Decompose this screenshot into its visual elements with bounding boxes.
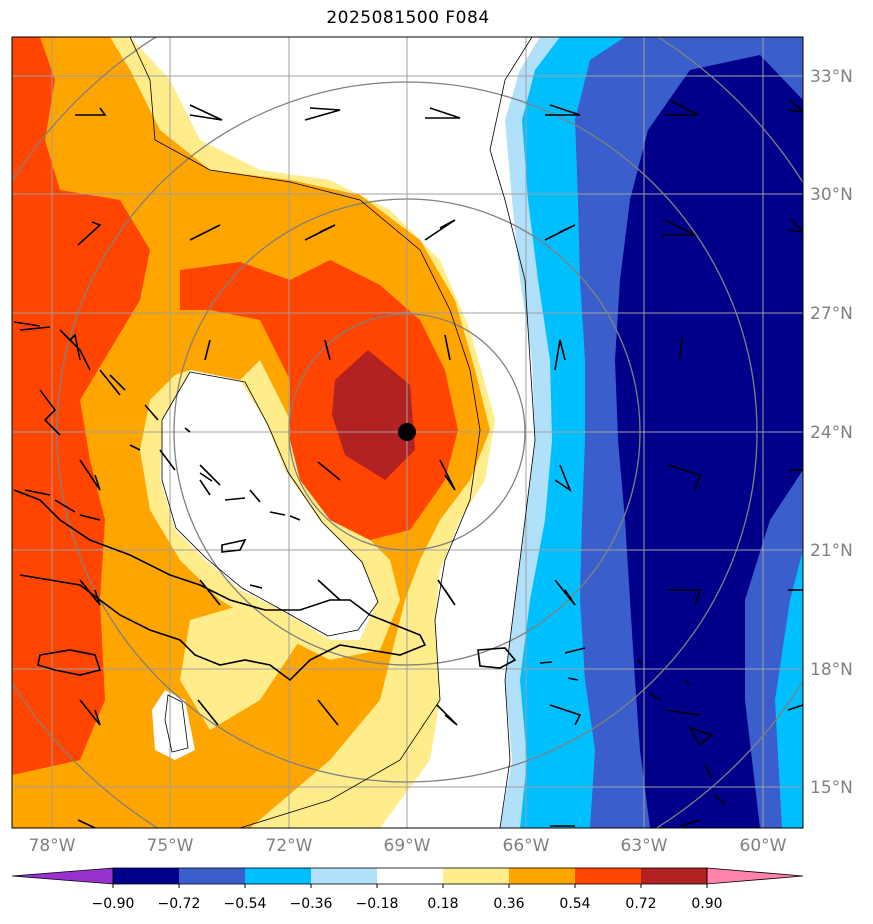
yellow-south-band xyxy=(180,600,300,730)
lat-label: 27°N xyxy=(810,304,853,324)
lat-label: 21°N xyxy=(810,541,853,561)
contour-lines xyxy=(129,37,536,828)
lon-label: 69°W xyxy=(384,836,431,856)
colorbar-tick-label: −0.90 xyxy=(92,896,135,912)
lat-label: 24°N xyxy=(810,423,853,443)
lat-labels: 33°N 30°N 27°N 24°N 21°N 18°N 15°N xyxy=(810,67,853,798)
colorbar-tick-label: 0.72 xyxy=(625,896,656,912)
colorbar-segment xyxy=(575,868,641,884)
red-orange-west xyxy=(12,37,150,775)
lon-label: 60°W xyxy=(740,836,787,856)
colorbar-tick-label: −0.54 xyxy=(224,896,267,912)
white-south-patch xyxy=(152,690,195,760)
colorbar-tick-label: 0.54 xyxy=(559,896,590,912)
wind-barbs xyxy=(69,99,803,828)
colorbar-tick-label: 0.36 xyxy=(493,896,524,912)
colorbar-frame xyxy=(112,867,708,885)
navy-band xyxy=(615,55,803,828)
lon-label: 72°W xyxy=(266,836,313,856)
colorbar-segment xyxy=(179,868,245,884)
colorbar-tick-label: −0.72 xyxy=(158,896,201,912)
colorbar-tick-label: 0.90 xyxy=(691,896,722,912)
colorbar-segment xyxy=(245,868,311,884)
graticule xyxy=(12,37,803,828)
firebrick-core xyxy=(332,350,415,480)
colorbar-tick-label: 0.18 xyxy=(427,896,458,912)
coastlines xyxy=(13,321,726,806)
colorbar-tick-label: −0.18 xyxy=(356,896,399,912)
colorbar-segment xyxy=(443,868,509,884)
colorbar-segment xyxy=(377,868,443,884)
cyan-lobe-east xyxy=(775,550,803,828)
map-frame xyxy=(11,36,804,829)
lon-label: 66°W xyxy=(503,836,550,856)
map-area xyxy=(12,37,803,828)
colorbar-extend-low xyxy=(11,867,114,885)
lat-label: 30°N xyxy=(810,185,853,205)
colorbar-extend-high xyxy=(706,867,804,885)
lon-label: 75°W xyxy=(147,836,194,856)
colorbar: −0.90 −0.72 −0.54 −0.36 −0.18 0.18 0.36 0.54 0.7… xyxy=(11,867,804,912)
storm-center-marker xyxy=(398,423,416,441)
map-title: 2025081500 F084 xyxy=(326,8,490,28)
lon-label: 78°W xyxy=(29,836,76,856)
colorbar-segment xyxy=(311,868,377,884)
colorbar-segment xyxy=(509,868,575,884)
lat-label: 33°N xyxy=(810,67,853,87)
lon-label: 63°W xyxy=(621,836,668,856)
colorbar-segment xyxy=(113,868,179,884)
white-inner-region xyxy=(160,370,378,640)
colorbar-tick-label: −0.36 xyxy=(290,896,333,912)
colorbar-segment xyxy=(641,868,707,884)
range-rings xyxy=(12,37,803,828)
lat-label: 15°N xyxy=(810,778,853,798)
lat-label: 18°N xyxy=(810,660,853,680)
lon-labels: 78°W 75°W 72°W 69°W 66°W 63°W 60°W xyxy=(29,836,787,856)
